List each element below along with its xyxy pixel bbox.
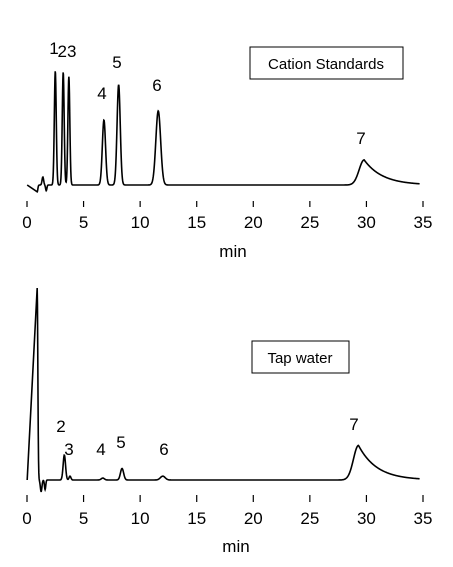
x-tick-label: 15 <box>187 213 206 232</box>
peak-label: 7 <box>349 415 358 434</box>
x-tick-label: 30 <box>357 509 376 528</box>
x-tick-label: 10 <box>131 213 150 232</box>
x-tick-label: 0 <box>22 213 31 232</box>
x-tick-label: 30 <box>357 213 376 232</box>
chromatogram-trace <box>26 287 420 493</box>
peak-label: 23 <box>58 42 77 61</box>
x-tick-label: 5 <box>79 213 88 232</box>
x-tick-label: 25 <box>300 213 319 232</box>
peak-label: 6 <box>152 76 161 95</box>
peak-label: 7 <box>356 129 365 148</box>
peak-label: 5 <box>112 53 121 72</box>
x-axis-title: min <box>222 537 249 556</box>
peak-label: 5 <box>116 433 125 452</box>
x-tick-label: 10 <box>131 509 150 528</box>
panel-cation-standards: 0 5 10 15 20 25 30 35 min Cation Standards 1 23… <box>22 39 432 261</box>
x-axis-ticks: 0 5 10 15 20 25 30 35 <box>22 201 432 232</box>
x-tick-label: 15 <box>187 509 206 528</box>
legend-box <box>249 46 404 80</box>
peak-label: 3 <box>64 440 73 459</box>
legend-label: Cation Standards <box>268 56 384 73</box>
x-tick-label: 25 <box>300 509 319 528</box>
x-tick-label: 35 <box>414 509 433 528</box>
chromatogram-trace <box>26 71 420 194</box>
x-tick-label: 0 <box>22 509 31 528</box>
legend-label: Tap water <box>267 350 332 367</box>
peak-label: 1 <box>49 39 58 58</box>
x-axis-title: min <box>219 242 246 261</box>
x-tick-label: 5 <box>79 509 88 528</box>
peak-label: 6 <box>159 440 168 459</box>
peak-label: 4 <box>97 84 106 103</box>
x-tick-label: 20 <box>244 509 263 528</box>
peak-label: 4 <box>96 440 105 459</box>
peak-label: 2 <box>56 417 65 436</box>
x-tick-label: 35 <box>414 213 433 232</box>
x-tick-label: 20 <box>244 213 263 232</box>
panel-tap-water: 0 5 10 15 20 25 30 35 min Tap water 2 3 4 5 6 7 <box>22 287 432 556</box>
legend-box <box>251 340 350 374</box>
x-axis-ticks: 0 5 10 15 20 25 30 35 <box>22 495 432 528</box>
